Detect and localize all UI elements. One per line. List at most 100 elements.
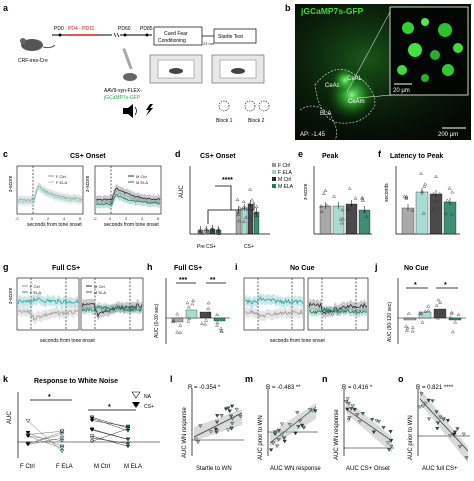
k-pair-line bbox=[91, 417, 129, 429]
d-cs-point bbox=[237, 219, 242, 223]
panel-l-scatter: R = -0.354 * AUC WN response Startle to … bbox=[182, 385, 244, 472]
panel-b-title: jGCaMP7s-GFP bbox=[300, 6, 364, 16]
m-point bbox=[279, 433, 285, 438]
e-point bbox=[360, 196, 365, 201]
svg-text:**: ** bbox=[210, 277, 216, 284]
svg-text:CS+: CS+ bbox=[244, 244, 254, 250]
g-f-ela-line bbox=[17, 297, 79, 305]
n-point bbox=[386, 448, 392, 452]
o-point bbox=[426, 417, 432, 421]
l-point bbox=[226, 428, 231, 432]
o-point bbox=[434, 410, 439, 414]
d-cs-point bbox=[254, 204, 259, 209]
j-point bbox=[426, 304, 431, 308]
o-point bbox=[461, 432, 466, 437]
o-point bbox=[419, 392, 424, 396]
g-left-traces bbox=[17, 292, 79, 325]
h-point bbox=[206, 306, 211, 310]
e-point bbox=[347, 186, 352, 190]
n-point bbox=[360, 412, 365, 416]
panel-c-trace: CS+ Onset z-score z-score -2 -2 0 0 2 2 4 4 6 6 s… bbox=[8, 153, 162, 228]
svg-text:F Ctrl: F Ctrl bbox=[30, 284, 40, 289]
h-point bbox=[191, 298, 196, 302]
o-point bbox=[452, 430, 458, 435]
n-point bbox=[381, 426, 386, 430]
j-point bbox=[404, 324, 409, 328]
n-point bbox=[371, 430, 376, 435]
l-point bbox=[226, 406, 231, 411]
f-point bbox=[431, 191, 436, 196]
k-point bbox=[89, 439, 95, 444]
letter-n: n bbox=[322, 374, 328, 384]
svg-text:***: *** bbox=[179, 277, 187, 284]
d-pre-point bbox=[216, 229, 221, 234]
letter-a: a bbox=[3, 3, 9, 13]
g-m-ctrl-line bbox=[81, 302, 143, 318]
svg-text:M ELA: M ELA bbox=[124, 464, 142, 470]
l-point bbox=[215, 414, 220, 418]
f-point bbox=[419, 171, 424, 175]
e-point bbox=[321, 191, 326, 195]
d-cs-point bbox=[247, 202, 252, 206]
m-point bbox=[282, 436, 287, 441]
h-point bbox=[203, 322, 208, 326]
svg-text:NA: NA bbox=[144, 394, 152, 400]
f-point bbox=[404, 196, 409, 200]
f-point bbox=[423, 182, 428, 186]
panel-o-scatter: R = 0.821 **** AUC prior to WN AUC full … bbox=[408, 385, 470, 472]
e-point bbox=[323, 188, 328, 193]
l-point bbox=[208, 430, 213, 434]
svg-text:AUC full CS+: AUC full CS+ bbox=[422, 466, 458, 472]
d-cs-point bbox=[247, 205, 252, 209]
e-point bbox=[340, 217, 345, 221]
k-point bbox=[25, 434, 31, 438]
l-point bbox=[230, 421, 235, 426]
d-cs-point bbox=[248, 187, 253, 191]
j-bar bbox=[448, 317, 462, 321]
n-point bbox=[370, 418, 375, 422]
svg-text:AUC CS+ Onset: AUC CS+ Onset bbox=[346, 466, 390, 472]
letter-g: g bbox=[3, 262, 9, 272]
f-point bbox=[404, 195, 409, 199]
c-left-xtick: 0 bbox=[31, 216, 34, 221]
svg-text:seconds from tone onset: seconds from tone onset bbox=[104, 222, 159, 228]
h-point bbox=[215, 312, 220, 316]
k-point bbox=[59, 429, 65, 434]
d-pre-point bbox=[210, 227, 215, 231]
svg-text:Block 1: Block 1 bbox=[216, 118, 233, 124]
m-point bbox=[296, 425, 301, 429]
n-point bbox=[345, 407, 350, 412]
k-point bbox=[59, 446, 65, 451]
d-cs-point bbox=[237, 206, 242, 210]
svg-text:AUC prior to WN: AUC prior to WN bbox=[408, 415, 414, 460]
letter-k: k bbox=[3, 374, 9, 384]
svg-text:CeAm: CeAm bbox=[348, 99, 365, 105]
panel-c-title: CS+ Onset bbox=[70, 153, 106, 160]
c-right-xtick: 6 bbox=[157, 216, 160, 221]
d-cs-point bbox=[236, 210, 241, 214]
panel-d-bars: CS+ Onset AUC **** Pre CS+ CS+ F Ctrl F … bbox=[179, 153, 294, 250]
letter-c: c bbox=[3, 149, 8, 159]
panel-f-title: Latency to Peak bbox=[390, 153, 443, 160]
j-point bbox=[426, 308, 431, 312]
g-m-ela-line bbox=[81, 304, 143, 313]
svg-text:PD60: PD60 bbox=[118, 26, 131, 32]
svg-text:AUC (90-120 sec): AUC (90-120 sec) bbox=[387, 302, 393, 342]
d-cs-point bbox=[243, 215, 248, 219]
l-point bbox=[230, 404, 235, 409]
h-bar bbox=[171, 317, 184, 323]
h-bar bbox=[185, 309, 198, 319]
f-bar bbox=[415, 191, 429, 235]
svg-text:seconds from tone onset: seconds from tone onset bbox=[40, 338, 95, 344]
d-pre-point bbox=[198, 228, 203, 232]
k-pair-line bbox=[91, 418, 129, 431]
letter-f: f bbox=[378, 149, 382, 159]
d-cs-point bbox=[255, 213, 259, 218]
h-point bbox=[178, 323, 183, 327]
e-point bbox=[332, 194, 336, 198]
m-point bbox=[270, 441, 276, 446]
svg-text:AUC WN response: AUC WN response bbox=[334, 409, 340, 460]
letter-l: l bbox=[170, 374, 173, 384]
h-point bbox=[185, 300, 190, 305]
j-bar bbox=[403, 317, 417, 321]
